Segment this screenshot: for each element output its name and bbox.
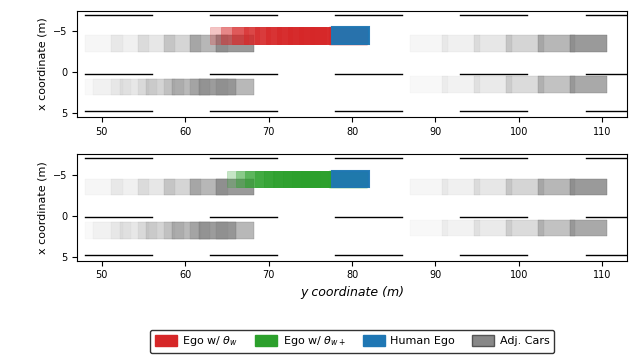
- FancyBboxPatch shape: [570, 76, 607, 93]
- FancyBboxPatch shape: [310, 171, 348, 187]
- FancyBboxPatch shape: [332, 27, 369, 43]
- FancyBboxPatch shape: [210, 27, 248, 43]
- FancyBboxPatch shape: [138, 179, 175, 195]
- FancyBboxPatch shape: [570, 35, 607, 52]
- FancyBboxPatch shape: [288, 27, 326, 43]
- FancyBboxPatch shape: [301, 171, 339, 187]
- FancyBboxPatch shape: [216, 35, 254, 52]
- FancyBboxPatch shape: [164, 222, 202, 239]
- Legend: Ego w/ $\theta_w$, Ego w/ $\theta_{w+}$, Human Ego, Adj. Cars: Ego w/ $\theta_w$, Ego w/ $\theta_{w+}$,…: [150, 330, 554, 353]
- FancyBboxPatch shape: [221, 27, 259, 43]
- FancyBboxPatch shape: [198, 222, 236, 239]
- FancyBboxPatch shape: [332, 171, 369, 187]
- FancyBboxPatch shape: [111, 35, 149, 52]
- FancyBboxPatch shape: [172, 222, 210, 239]
- FancyBboxPatch shape: [216, 79, 254, 95]
- FancyBboxPatch shape: [138, 79, 175, 95]
- FancyBboxPatch shape: [506, 35, 543, 52]
- FancyBboxPatch shape: [85, 179, 123, 195]
- FancyBboxPatch shape: [410, 220, 448, 236]
- FancyBboxPatch shape: [246, 171, 283, 187]
- FancyBboxPatch shape: [410, 179, 448, 195]
- FancyBboxPatch shape: [570, 179, 607, 195]
- FancyBboxPatch shape: [474, 179, 512, 195]
- FancyBboxPatch shape: [255, 27, 292, 43]
- Y-axis label: x coordinate (m): x coordinate (m): [37, 18, 47, 110]
- FancyBboxPatch shape: [146, 79, 184, 95]
- FancyBboxPatch shape: [410, 76, 448, 93]
- FancyBboxPatch shape: [474, 76, 512, 93]
- FancyBboxPatch shape: [164, 35, 202, 52]
- FancyBboxPatch shape: [538, 220, 575, 236]
- FancyBboxPatch shape: [111, 79, 149, 95]
- FancyBboxPatch shape: [442, 179, 480, 195]
- FancyBboxPatch shape: [190, 79, 228, 95]
- FancyBboxPatch shape: [292, 171, 330, 187]
- FancyBboxPatch shape: [538, 76, 575, 93]
- FancyBboxPatch shape: [198, 79, 236, 95]
- FancyBboxPatch shape: [93, 79, 131, 95]
- Y-axis label: x coordinate (m): x coordinate (m): [37, 161, 47, 254]
- FancyBboxPatch shape: [146, 222, 184, 239]
- FancyBboxPatch shape: [442, 35, 480, 52]
- FancyBboxPatch shape: [570, 220, 607, 236]
- FancyBboxPatch shape: [138, 35, 175, 52]
- FancyBboxPatch shape: [190, 179, 228, 195]
- FancyBboxPatch shape: [442, 220, 480, 236]
- FancyBboxPatch shape: [329, 171, 367, 187]
- FancyBboxPatch shape: [506, 179, 543, 195]
- FancyBboxPatch shape: [244, 27, 281, 43]
- FancyBboxPatch shape: [329, 27, 367, 43]
- FancyBboxPatch shape: [255, 171, 292, 187]
- FancyBboxPatch shape: [85, 35, 123, 52]
- FancyBboxPatch shape: [164, 179, 202, 195]
- FancyBboxPatch shape: [190, 222, 228, 239]
- FancyBboxPatch shape: [172, 79, 210, 95]
- FancyBboxPatch shape: [164, 79, 202, 95]
- FancyBboxPatch shape: [299, 27, 337, 43]
- FancyBboxPatch shape: [310, 27, 348, 43]
- X-axis label: y coordinate (m): y coordinate (m): [300, 286, 404, 299]
- FancyBboxPatch shape: [120, 222, 157, 239]
- FancyBboxPatch shape: [442, 76, 480, 93]
- FancyBboxPatch shape: [474, 220, 512, 236]
- FancyBboxPatch shape: [264, 171, 301, 187]
- FancyBboxPatch shape: [216, 222, 254, 239]
- FancyBboxPatch shape: [93, 222, 131, 239]
- FancyBboxPatch shape: [232, 27, 270, 43]
- FancyBboxPatch shape: [506, 76, 543, 93]
- FancyBboxPatch shape: [236, 171, 274, 187]
- FancyBboxPatch shape: [190, 35, 228, 52]
- FancyBboxPatch shape: [266, 27, 303, 43]
- FancyBboxPatch shape: [216, 179, 254, 195]
- FancyBboxPatch shape: [273, 171, 311, 187]
- FancyBboxPatch shape: [538, 179, 575, 195]
- FancyBboxPatch shape: [474, 35, 512, 52]
- FancyBboxPatch shape: [410, 35, 448, 52]
- FancyBboxPatch shape: [111, 222, 149, 239]
- FancyBboxPatch shape: [277, 27, 314, 43]
- FancyBboxPatch shape: [506, 220, 543, 236]
- FancyBboxPatch shape: [538, 35, 575, 52]
- FancyBboxPatch shape: [282, 171, 320, 187]
- FancyBboxPatch shape: [120, 79, 157, 95]
- FancyBboxPatch shape: [111, 179, 149, 195]
- FancyBboxPatch shape: [227, 171, 264, 187]
- FancyBboxPatch shape: [138, 222, 175, 239]
